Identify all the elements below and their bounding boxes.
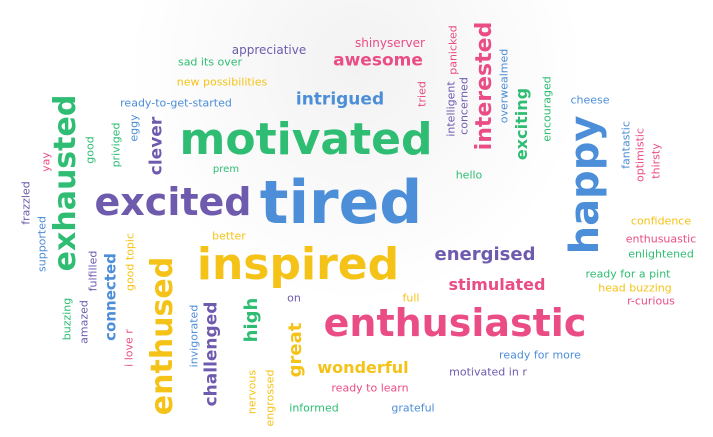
word-sad-its-over: sad its over: [177, 55, 243, 69]
word-exhausted: exhausted: [48, 94, 83, 272]
word-thirsty: thirsty: [649, 143, 663, 179]
word-motivated-in-r: motivated in r: [449, 365, 527, 379]
word-overwealmed: overwealmed: [497, 48, 511, 124]
word-energised: energised: [434, 244, 536, 265]
word-eggy: eggy: [127, 114, 141, 142]
word-great: great: [285, 322, 306, 378]
word-happy: happy: [562, 115, 608, 255]
word-encouraged: encouraged: [540, 76, 554, 142]
word-yay: yay: [39, 152, 53, 172]
word-ready-for-a-pint: ready for a pint: [585, 267, 671, 281]
word-intrigued: intrigued: [295, 89, 385, 110]
word-cheese: cheese: [570, 93, 610, 107]
word-clever: clever: [146, 116, 167, 176]
word-fulfilled: fulfilled: [86, 250, 100, 292]
word-challenged: challenged: [201, 301, 222, 407]
word-head-buzzing: head buzzing: [598, 281, 672, 295]
word-better: better: [212, 229, 246, 243]
word-excited: excited: [94, 180, 252, 224]
word-grateful: grateful: [391, 401, 435, 415]
word-priviged: priviged: [109, 122, 123, 168]
word-confidence: confidence: [630, 214, 692, 228]
word-good: good: [83, 136, 97, 164]
word-enthusuastic: enthusuastic: [625, 232, 697, 246]
word-on: on: [287, 291, 301, 305]
word-intelligent: intelligent: [444, 81, 458, 137]
word-fantastic: fantastic: [619, 121, 633, 169]
word-optimistic: optimistic: [633, 127, 647, 183]
word-good-topic: good topic: [123, 232, 137, 292]
word-r-curious: r-curious: [627, 294, 675, 308]
word-awesome: awesome: [333, 50, 423, 71]
word-nervous: nervous: [245, 369, 259, 415]
word-prem: prem: [212, 164, 240, 175]
word-amazed: amazed: [77, 300, 91, 344]
word-enlightened: enlightened: [628, 247, 694, 261]
word-informed: informed: [289, 401, 339, 415]
word-exciting: exciting: [512, 87, 531, 161]
word-engrossed: engrossed: [263, 369, 277, 427]
word-tried: tried: [415, 81, 429, 107]
word-new-possibilities: new possibilities: [176, 75, 268, 89]
word-frazzled: frazzled: [19, 181, 33, 225]
word-shinyserver: shinyserver: [355, 36, 425, 50]
word-ready-to-learn: ready to learn: [331, 381, 409, 395]
word-buzzing: buzzing: [60, 297, 74, 341]
word-supported: supported: [35, 216, 49, 272]
word-panicked: panicked: [446, 25, 460, 75]
word-motivated: motivated: [179, 114, 433, 165]
word-enthused: enthused: [145, 256, 180, 416]
word-connected: connected: [101, 253, 120, 341]
word-i-love-r: i love r: [122, 329, 136, 367]
word-hello: hello: [455, 168, 483, 182]
word-invigorated: invigorated: [187, 304, 201, 368]
word-ready-to-get-started: ready-to-get-started: [120, 96, 232, 110]
word-appreciative: appreciative: [231, 43, 307, 57]
word-high: high: [241, 297, 262, 343]
word-wonderful: wonderful: [317, 358, 409, 377]
word-full: full: [402, 291, 420, 305]
word-inspired: inspired: [196, 239, 400, 290]
word-ready-for-more: ready for more: [499, 348, 581, 362]
word-stimulated: stimulated: [448, 275, 546, 294]
word-enthusiastic: enthusiastic: [323, 301, 587, 345]
word-tired: tired: [259, 168, 423, 238]
word-interested: interested: [472, 21, 497, 151]
word-concerned: concerned: [457, 77, 471, 135]
